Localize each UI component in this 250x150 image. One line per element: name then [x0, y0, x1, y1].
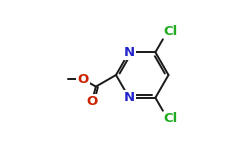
Text: N: N [124, 46, 135, 59]
Text: Cl: Cl [164, 25, 178, 38]
Text: N: N [124, 91, 135, 104]
Text: O: O [86, 95, 98, 108]
Text: O: O [77, 73, 88, 86]
Text: Cl: Cl [164, 112, 178, 125]
